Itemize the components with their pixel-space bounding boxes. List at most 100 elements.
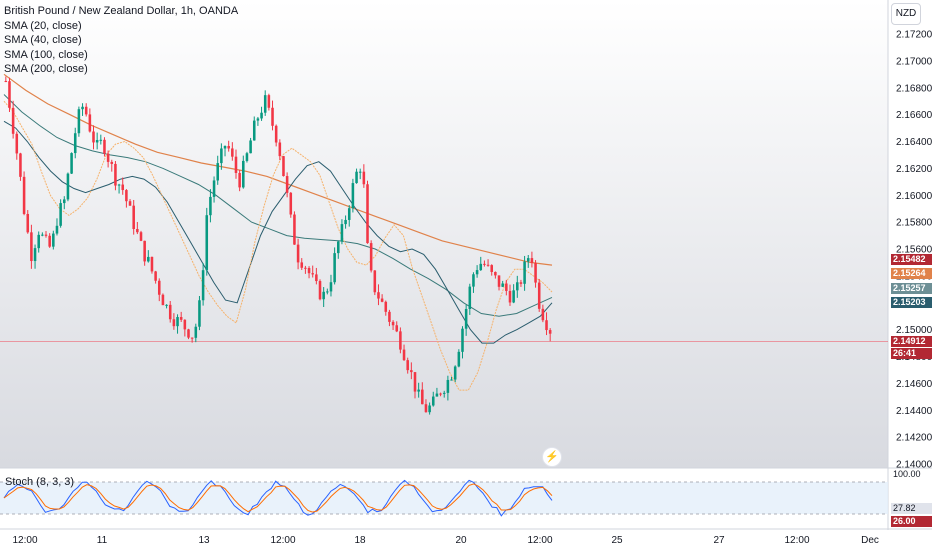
candle-body — [457, 351, 461, 367]
candle-body — [358, 171, 362, 173]
candle-body — [125, 190, 128, 202]
time-axis[interactable]: 12:00 11 13 12:00 18 20 12:00 25 27 12:00 Dec — [12, 535, 878, 546]
candle-body — [41, 234, 44, 236]
candle-body — [519, 282, 523, 284]
candle-body — [391, 321, 395, 326]
candle-body — [548, 330, 552, 334]
currency-button[interactable]: NZD — [891, 3, 921, 25]
candle-body — [340, 224, 344, 242]
candle-body — [121, 184, 125, 191]
candle-body — [263, 95, 267, 113]
price-tag-1: 2.15482 — [891, 254, 932, 265]
candle-body — [479, 263, 483, 271]
candle-body — [139, 232, 143, 241]
stoch-upper-label: 100.00 — [891, 469, 932, 480]
candle-body — [315, 274, 318, 282]
candle-body — [274, 125, 278, 143]
candle-body — [73, 133, 77, 154]
candle-body — [8, 81, 11, 108]
stoch-indicator-label[interactable]: Stoch (8, 3, 3) — [5, 476, 75, 488]
candle-body — [227, 145, 230, 149]
candle-body — [59, 203, 62, 226]
sma100-line — [3, 94, 553, 317]
price-tick-label: 2.16200 — [896, 164, 932, 175]
candle-body — [256, 118, 260, 121]
candle-body — [30, 232, 33, 262]
chart-legend: British Pound / New Zealand Dollar, 1h, … — [4, 4, 238, 77]
candle-body — [326, 291, 329, 293]
candle-body — [81, 106, 84, 110]
candle-body — [497, 275, 501, 287]
candle-body — [106, 153, 110, 162]
flash-icon[interactable]: ⚡ — [542, 447, 562, 467]
candle-body — [523, 261, 526, 284]
price-tick-label: 2.14000 — [896, 460, 932, 471]
price-tick-label: 2.14200 — [896, 433, 932, 444]
time-tick-label: 18 — [354, 535, 366, 546]
candle-body — [179, 317, 183, 320]
indicator-sma40-label[interactable]: SMA (40, close) — [4, 34, 82, 46]
main-pane-background — [0, 0, 888, 468]
chart-title: British Pound / New Zealand Dollar, 1h, … — [4, 5, 239, 17]
candle-body — [15, 133, 19, 154]
candle-body — [453, 366, 457, 380]
candle-body — [220, 148, 223, 164]
candle-body — [242, 160, 245, 188]
candle-body — [176, 317, 179, 327]
candle-body — [55, 225, 59, 234]
candle-body — [48, 235, 51, 247]
candle-body — [421, 389, 424, 405]
candle-body — [26, 213, 30, 233]
candle-body — [355, 171, 358, 184]
candle-body — [512, 290, 515, 303]
candle-body — [88, 114, 92, 132]
candle-body — [318, 281, 322, 300]
candle-body — [22, 176, 26, 214]
candle-body — [289, 192, 293, 215]
candle-body — [231, 148, 234, 157]
candle-body — [380, 298, 384, 302]
candle-body — [198, 300, 201, 327]
candle-body — [530, 258, 534, 263]
candle-body — [205, 215, 209, 271]
indicator-sma200-label[interactable]: SMA (200, close) — [4, 63, 88, 75]
price-tick-label: 2.17200 — [896, 30, 932, 41]
candle-body — [490, 265, 493, 272]
candle-body — [329, 282, 333, 292]
indicator-sma100-label[interactable]: SMA (100, close) — [4, 48, 88, 61]
candle-body — [388, 311, 391, 322]
time-tick-label: 12:00 — [784, 535, 809, 546]
candle-body — [77, 109, 81, 134]
candle-body — [296, 244, 300, 263]
candle-body — [150, 256, 154, 272]
candle-body — [136, 229, 139, 233]
candle-body — [486, 264, 490, 266]
candle-body — [461, 328, 464, 352]
candle-body — [128, 201, 132, 206]
candle-body — [442, 392, 446, 394]
candle-body — [110, 161, 114, 164]
candle-body — [537, 282, 541, 309]
candle-body — [307, 268, 311, 274]
candle-body — [114, 163, 117, 186]
candle-body — [33, 248, 37, 262]
indicator-sma20-label[interactable]: SMA (20, close) — [4, 19, 82, 32]
candle-body — [526, 258, 530, 262]
time-tick-label: Dec — [861, 535, 879, 546]
candle-body — [395, 325, 399, 332]
price-axis[interactable]: 2.17200 2.17000 2.16800 2.16600 2.16400 2.162… — [896, 30, 932, 471]
candle-body — [413, 372, 417, 392]
time-tick-label: 20 — [455, 535, 467, 546]
candle-body — [260, 112, 263, 119]
candle-body — [428, 405, 431, 413]
candle-body — [377, 292, 380, 299]
candle-body — [95, 140, 99, 143]
candle-body — [435, 393, 439, 397]
candle-body — [475, 270, 479, 275]
candle-body — [99, 139, 103, 141]
stochastic-pane — [0, 479, 888, 517]
candle-body — [172, 319, 176, 327]
candle-body — [245, 153, 249, 161]
candle-body — [19, 153, 22, 177]
